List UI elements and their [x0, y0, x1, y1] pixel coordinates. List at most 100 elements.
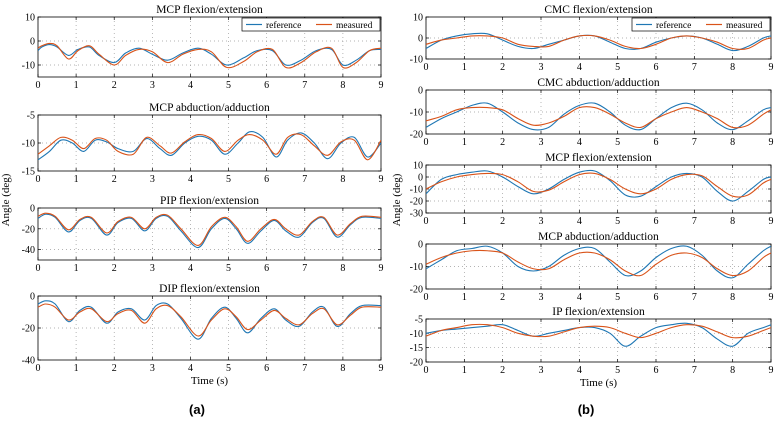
xtick-label: 3 — [539, 137, 544, 148]
subplot-b4: MCP abduction/adduction 0 1 2 3 4 5 6 7 8 9 -20 -10 0 — [410, 231, 774, 303]
axes-box — [425, 318, 772, 363]
series-group — [38, 131, 381, 161]
subplot-b2: CMC abduction/adduction 0 1 2 3 4 5 6 7 8 9 -20 -10 0 — [410, 77, 774, 148]
xtick-label: 5 — [226, 263, 231, 274]
xtick-label: 8 — [340, 363, 345, 374]
axes-box — [37, 16, 382, 78]
series-group — [426, 32, 771, 52]
xtick-label: 3 — [539, 216, 544, 227]
xtick-label: 4 — [577, 365, 582, 376]
series-group — [426, 102, 771, 131]
series-line-reference — [426, 32, 771, 52]
xtick-label: 0 — [36, 80, 41, 91]
xtick-label: 2 — [500, 292, 505, 303]
xtick-label: 9 — [379, 263, 384, 274]
xtick-label: 0 — [424, 292, 429, 303]
series-line-reference — [426, 322, 771, 347]
series-line-measured — [426, 34, 771, 50]
xtick-label: 8 — [730, 365, 735, 376]
subplot-title: CMC abduction/adduction — [537, 77, 660, 89]
legend-label-reference: reference — [266, 20, 301, 31]
ylabel-panel-a: Angle (deg) — [0, 173, 12, 226]
ytick-label: -20 — [410, 130, 423, 141]
xlabel: Time (s) — [191, 375, 229, 387]
xtick-label: 3 — [539, 292, 544, 303]
xtick-label: 2 — [500, 365, 505, 376]
series-group — [38, 300, 381, 340]
xtick-label: 6 — [264, 174, 269, 185]
xtick-label: 9 — [379, 174, 384, 185]
legend-label-measured: measured — [726, 21, 763, 31]
series-line-measured — [38, 303, 381, 337]
xtick-label: 2 — [112, 80, 117, 91]
xtick-label: 2 — [112, 174, 117, 185]
xlabel: Time (s) — [580, 377, 618, 389]
xtick-label: 9 — [769, 62, 774, 73]
series-group — [38, 212, 381, 249]
ytick-label: -10 — [22, 139, 35, 150]
subplot-title: IP flexion/extension — [552, 306, 645, 318]
xtick-label: 8 — [340, 263, 345, 274]
xtick-label: 0 — [36, 363, 41, 374]
xtick-label: 5 — [615, 62, 620, 73]
xtick-label: 8 — [730, 62, 735, 73]
xtick-label: 0 — [36, 174, 41, 185]
xtick-label: 0 — [424, 216, 429, 227]
ytick-label: -20 — [410, 285, 423, 296]
xtick-label: 9 — [769, 292, 774, 303]
ytick-label: -15 — [410, 343, 423, 354]
subplot-b5: IP flexion/extension 0 1 2 3 4 5 6 7 8 9 -20 -15 -10 -… — [410, 306, 774, 389]
xtick-label: 2 — [500, 62, 505, 73]
xtick-label: 6 — [264, 263, 269, 274]
xtick-label: 4 — [577, 292, 582, 303]
series-line-measured — [38, 212, 381, 246]
legend-box — [631, 17, 771, 32]
series-line-reference — [426, 102, 771, 131]
legend: reference measured — [631, 17, 771, 32]
xtick-label: 7 — [692, 62, 697, 73]
series-line-measured — [38, 133, 381, 161]
ytick-label: -10 — [410, 329, 423, 340]
xtick-label: 7 — [692, 216, 697, 227]
series-line-reference — [38, 213, 381, 249]
ytick-label: -40 — [22, 356, 35, 367]
series-line-reference — [38, 131, 381, 161]
subplot-a2: MCP abduction/adduction 0 1 2 3 4 5 6 7 8 9 -15 -10 -… — [22, 102, 384, 185]
ylabel-panel-b: Angle (deg) — [391, 173, 403, 226]
xtick-label: 6 — [654, 137, 659, 148]
ytick-label: -10 — [410, 55, 423, 66]
ytick-label: -20 — [410, 358, 423, 369]
ytick-label: -40 — [22, 245, 35, 256]
ytick-label: -20 — [410, 197, 423, 208]
legend-label-reference: reference — [656, 20, 691, 31]
xtick-label: 3 — [539, 62, 544, 73]
series-line-measured — [426, 323, 771, 339]
ytick-label: -20 — [22, 224, 35, 235]
legend-box — [241, 17, 381, 32]
axes-box — [37, 114, 382, 172]
ytick-label: 0 — [30, 292, 35, 303]
ytick-label: -30 — [410, 209, 423, 220]
xtick-label: 1 — [462, 62, 467, 73]
xtick-label: 1 — [462, 365, 467, 376]
subplot-title: PIP flexion/extension — [160, 195, 259, 207]
series-line-reference — [38, 300, 381, 340]
series-group — [426, 322, 771, 347]
subplot-title: CMC flexion/extension — [544, 4, 653, 16]
xtick-label: 5 — [615, 365, 620, 376]
ytick-label: 0 — [418, 173, 423, 184]
xtick-label: 4 — [188, 80, 193, 91]
series-line-reference — [426, 169, 771, 202]
xtick-label: 6 — [264, 363, 269, 374]
xtick-label: 5 — [226, 174, 231, 185]
xtick-label: 7 — [302, 263, 307, 274]
xtick-label: 1 — [462, 216, 467, 227]
series-line-measured — [426, 106, 771, 129]
series-line-measured — [426, 172, 771, 198]
axes-box — [37, 295, 382, 361]
xtick-label: 2 — [112, 263, 117, 274]
xtick-label: 4 — [577, 137, 582, 148]
ytick-label: -10 — [410, 262, 423, 273]
